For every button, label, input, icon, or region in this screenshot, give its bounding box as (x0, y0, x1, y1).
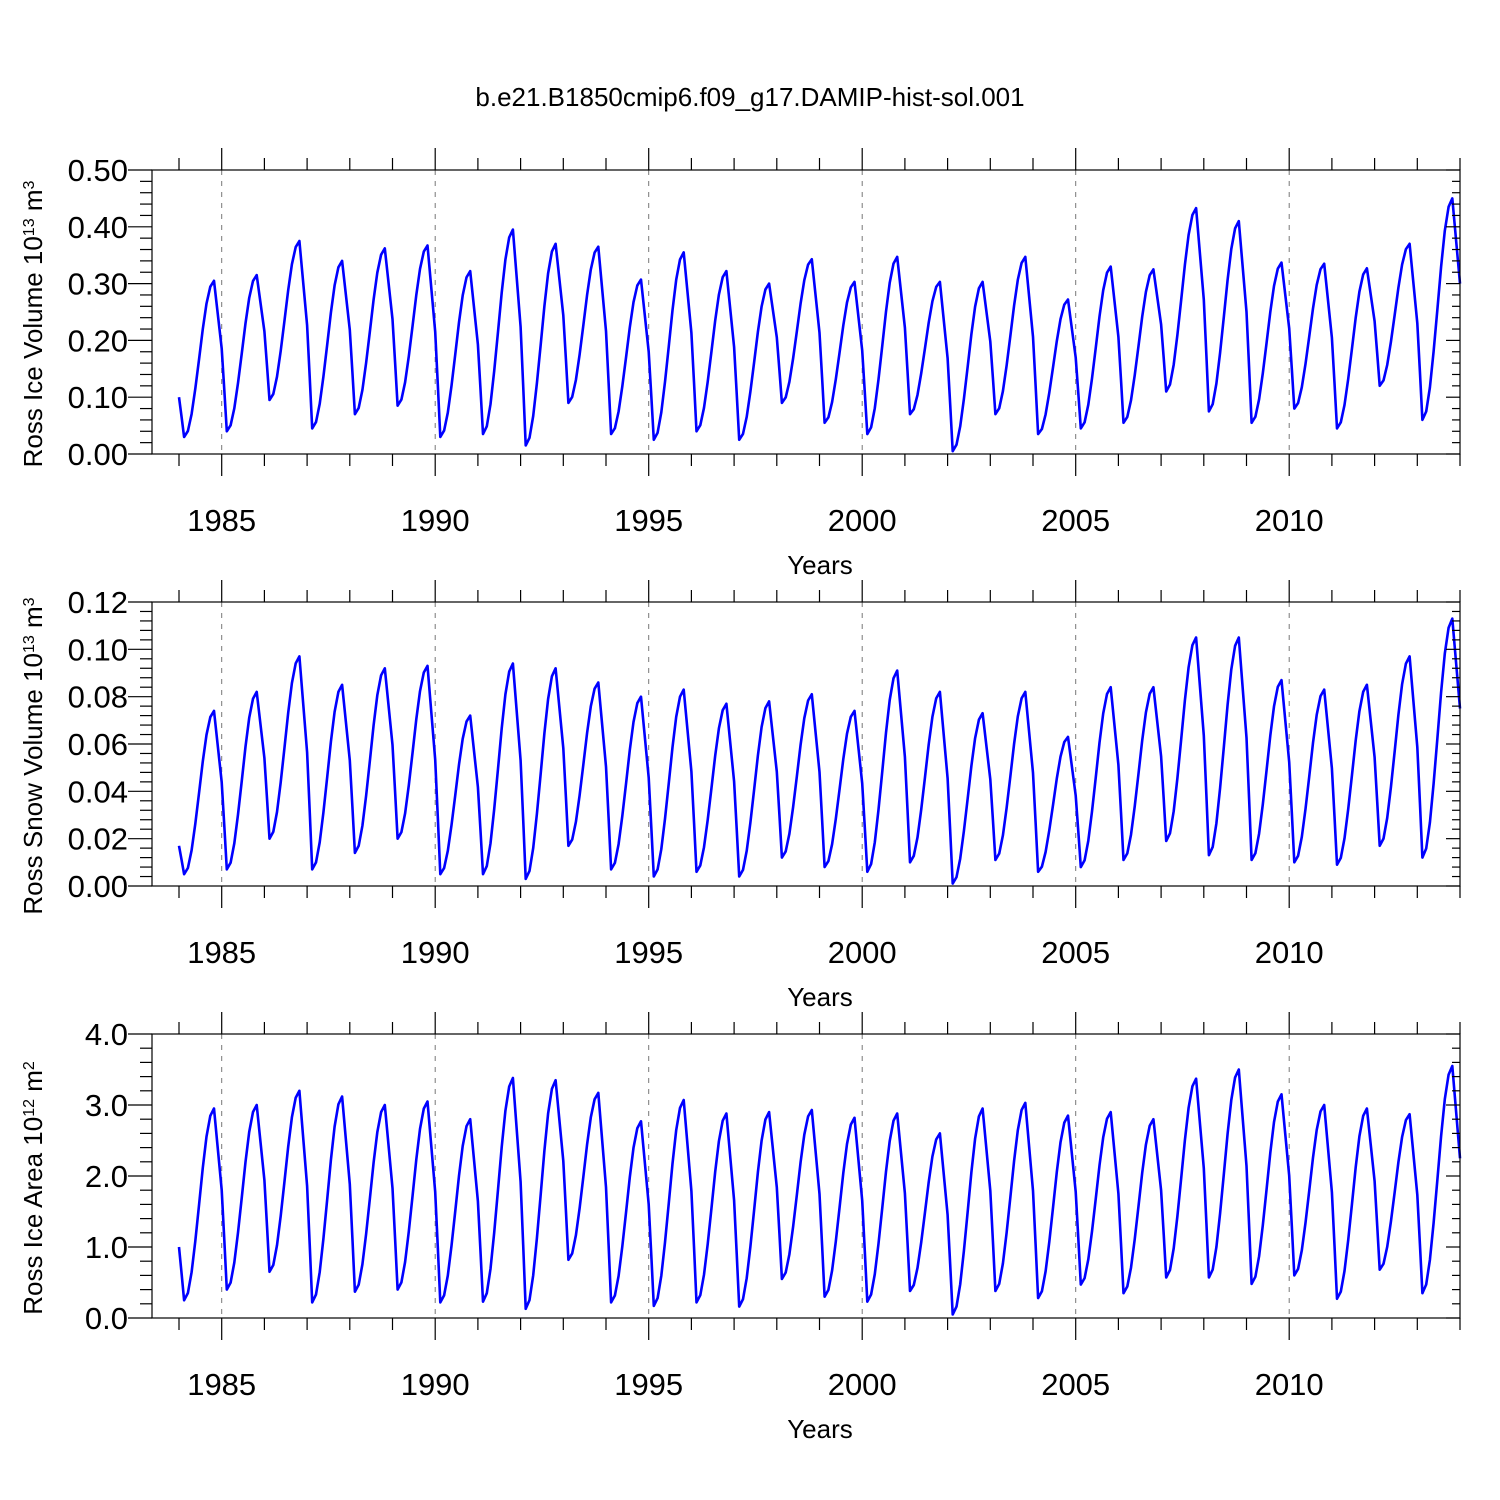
x-tick-label: 1990 (401, 503, 470, 538)
y-tick-label: 0.20 (68, 323, 128, 358)
y-tick-label: 4.0 (85, 1017, 128, 1052)
x-tick-label: 1985 (187, 1367, 256, 1402)
y-axis-label-exponent: 13 (21, 635, 38, 653)
y-axis-label-exponent: 12 (21, 1099, 38, 1117)
y-axis-label-text: Ross Snow Volume 10 (18, 653, 48, 915)
x-tick-label: 2010 (1255, 935, 1324, 970)
y-tick-label: 0.12 (68, 585, 128, 620)
vertical-dashed-lines (221, 1034, 1290, 1318)
x-tick-label: 1995 (614, 935, 683, 970)
x-tick-label: 2005 (1041, 503, 1110, 538)
y-tick-label: 0.50 (68, 153, 128, 188)
x-tick-label: 1995 (614, 503, 683, 538)
y-tick-label: 0.08 (68, 680, 128, 715)
y-tick-labels: 0.0 1.0 2.0 3.0 4.0 (85, 1017, 128, 1336)
y-tick-label: 0.30 (68, 267, 128, 302)
y-axis-label-unit: m (18, 1070, 48, 1099)
x-tick-label: 2000 (828, 935, 897, 970)
x-tick-label: 1990 (401, 935, 470, 970)
y-axis-label: Ross Snow Volume 1013 m3 (18, 597, 48, 914)
series-line (177, 617, 1462, 885)
x-tick-label: 2005 (1041, 1367, 1110, 1402)
x-tick-label: 2010 (1255, 1367, 1324, 1402)
tick-marks (128, 580, 1461, 908)
y-tick-label: 1.0 (85, 1230, 128, 1265)
y-tick-label: 0.00 (68, 437, 128, 472)
tick-marks (128, 1012, 1461, 1340)
x-tick-label: 1985 (187, 503, 256, 538)
y-tick-label: 0.06 (68, 727, 128, 762)
x-axis-label: Years (787, 982, 853, 1012)
y-tick-label: 0.40 (68, 210, 128, 245)
y-axis-label-unit: m (18, 606, 48, 635)
panel-snow-volume: 0.00 0.02 0.04 0.06 0.08 0.10 0.12 1985 1990 199… (18, 580, 1462, 1012)
x-tick-label: 2010 (1255, 503, 1324, 538)
series-line (177, 197, 1462, 453)
x-tick-label: 2005 (1041, 935, 1110, 970)
y-tick-labels: 0.00 0.02 0.04 0.06 0.08 0.10 0.12 (68, 585, 128, 904)
chart-title: b.e21.B1850cmip6.f09_g17.DAMIP-hist-sol.… (475, 82, 1024, 112)
x-tick-labels: 1985 1990 1995 2000 2005 2010 (187, 935, 1323, 970)
tick-marks (128, 148, 1461, 476)
y-axis-label-unit-exponent: 2 (21, 1061, 38, 1070)
x-tick-label: 1985 (187, 935, 256, 970)
x-axis-label: Years (787, 550, 853, 580)
panel-ice-volume: 0.00 0.10 0.20 0.30 0.40 0.50 1985 1990 1995 200… (18, 148, 1462, 580)
x-tick-label: 1995 (614, 1367, 683, 1402)
y-tick-labels: 0.00 0.10 0.20 0.30 0.40 0.50 (68, 153, 128, 472)
panel-ice-area: 0.0 1.0 2.0 3.0 4.0 1985 1990 1995 2000 2005 2010… (18, 1012, 1462, 1444)
y-tick-label: 0.04 (68, 774, 128, 809)
y-axis-label-unit: m (18, 189, 48, 218)
y-axis-label: Ross Ice Volume 1013 m3 (18, 180, 48, 467)
vertical-dashed-lines (221, 602, 1290, 886)
y-tick-label: 0.10 (68, 632, 128, 667)
y-axis-label-unit-exponent: 3 (21, 180, 38, 189)
x-tick-label: 1990 (401, 1367, 470, 1402)
x-tick-label: 2000 (828, 1367, 897, 1402)
x-tick-label: 2000 (828, 503, 897, 538)
plot-frame (151, 169, 1461, 455)
y-tick-label: 0.0 (85, 1301, 128, 1336)
y-tick-label: 3.0 (85, 1088, 128, 1123)
x-tick-labels: 1985 1990 1995 2000 2005 2010 (187, 1367, 1323, 1402)
y-axis-label-text: Ross Ice Area 10 (18, 1117, 48, 1315)
y-axis-label-exponent: 13 (21, 218, 38, 236)
y-axis-label-text: Ross Ice Volume 10 (18, 236, 48, 467)
y-tick-label: 0.02 (68, 822, 128, 857)
y-tick-label: 0.00 (68, 869, 128, 904)
x-axis-label: Years (787, 1414, 853, 1444)
y-tick-label: 0.10 (68, 380, 128, 415)
y-axis-label: Ross Ice Area 1012 m2 (18, 1061, 48, 1315)
vertical-dashed-lines (221, 170, 1290, 454)
y-axis-label-unit-exponent: 3 (21, 597, 38, 606)
series-line (177, 1064, 1462, 1316)
y-tick-label: 2.0 (85, 1159, 128, 1194)
x-tick-labels: 1985 1990 1995 2000 2005 2010 (187, 503, 1323, 538)
